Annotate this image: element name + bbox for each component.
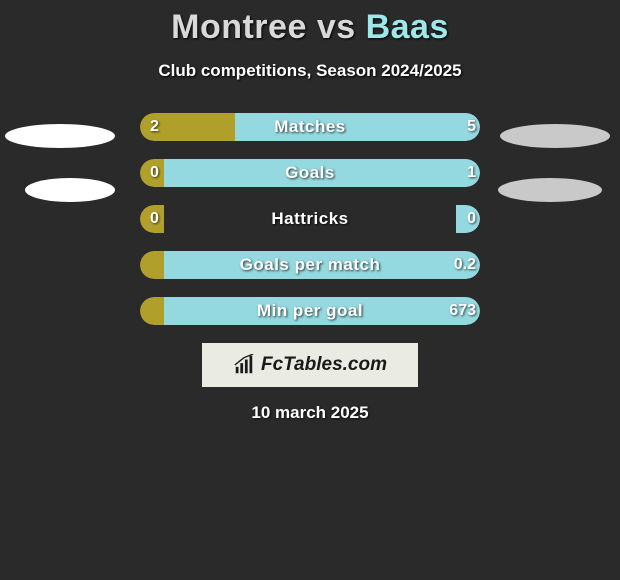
bar-track: [140, 205, 480, 233]
bar-right: [456, 205, 480, 233]
bar-track: [140, 113, 480, 141]
logo-text: FcTables.com: [261, 354, 387, 376]
bar-track: [140, 297, 480, 325]
bar-left: [140, 159, 164, 187]
bar-left: [140, 251, 164, 279]
subtitle: Club competitions, Season 2024/2025: [0, 61, 620, 81]
bar-right: [164, 251, 480, 279]
page-title: Montree vs Baas: [0, 0, 620, 47]
player1-marker: [5, 124, 115, 148]
player2-marker: [500, 124, 610, 148]
player1-name: Montree: [171, 8, 307, 46]
bar-chart-icon: [233, 354, 255, 376]
player2-marker: [498, 178, 602, 202]
stat-row: Min per goal673: [0, 297, 620, 325]
vs-text: vs: [317, 8, 356, 46]
bar-track: [140, 251, 480, 279]
stat-row: Hattricks00: [0, 205, 620, 233]
bar-left: [140, 297, 164, 325]
logo-badge: FcTables.com: [202, 343, 418, 387]
bar-left: [140, 205, 164, 233]
bar-track: [140, 159, 480, 187]
stat-row: Goals per match0.2: [0, 251, 620, 279]
date-text: 10 march 2025: [0, 403, 620, 423]
bar-left: [140, 113, 235, 141]
bar-right: [235, 113, 480, 141]
bar-right: [164, 159, 480, 187]
player2-name: Baas: [366, 8, 449, 46]
player1-marker: [25, 178, 115, 202]
bar-right: [164, 297, 480, 325]
